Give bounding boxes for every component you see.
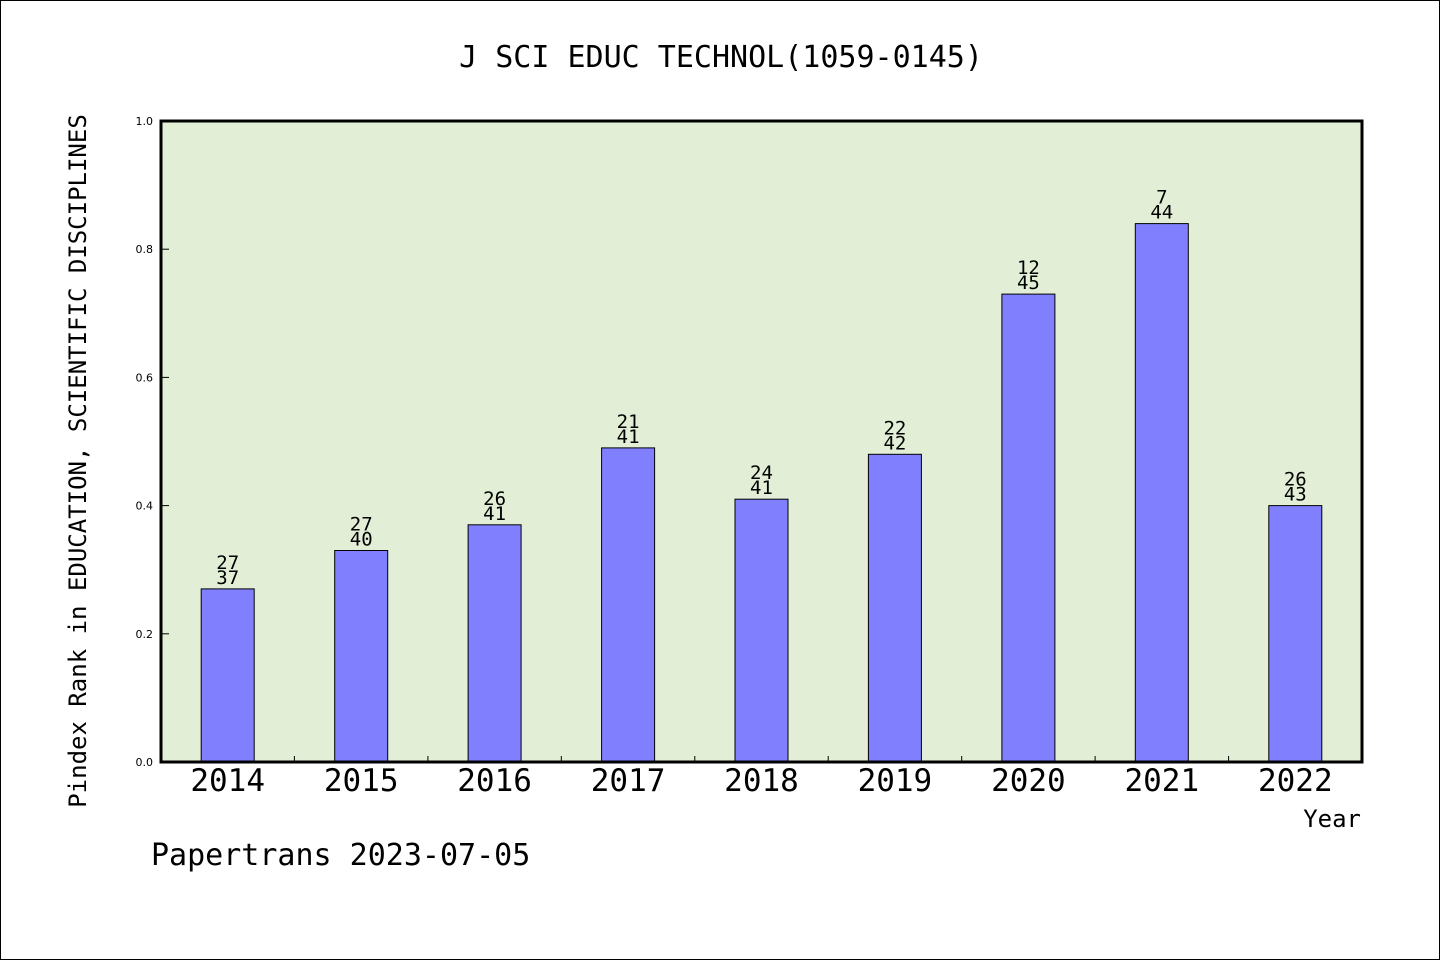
rank-label-2015: 27 [350,514,373,536]
x-tick-label-2015: 2015 [324,763,399,799]
total-label-2018: 41 [750,477,773,499]
total-label-2016: 41 [483,503,506,525]
rank-label-2020: 12 [1017,257,1040,279]
x-tick-label-2022: 2022 [1258,763,1333,799]
total-label-2020: 45 [1017,272,1040,294]
plot-border [159,119,1364,764]
x-axis-ticks: 2014 2015 2016 2017 2018 2019 2020 2021 2022 [190,756,1333,799]
total-label-2022: 43 [1284,484,1307,506]
y-tick-label: 0.6 [136,371,154,384]
rank-label-2014: 27 [216,552,239,574]
bar-2019 [867,453,922,763]
bar-2020 [1001,293,1056,763]
x-tick-label-2020: 2020 [991,763,1066,799]
chart-title: J SCI EDUC TECHNOL(1059-0145) [459,40,983,75]
x-axis-label: Year [1303,805,1361,833]
rank-label-2018: 24 [750,462,773,484]
rank-label-2021: 7 [1156,187,1167,209]
x-tick-label-2017: 2017 [591,763,666,799]
rank-label-2016: 26 [483,488,506,510]
total-label-2021: 44 [1150,202,1173,224]
total-label-2017: 41 [617,426,640,448]
bar-2016 [467,524,522,763]
bars-layer [200,223,1323,763]
x-tick-label-2019: 2019 [858,763,933,799]
rank-label-2019: 22 [883,417,906,439]
y-tick-label: 0.0 [136,756,154,769]
total-label-2015: 40 [350,529,373,551]
y-tick-label: 0.4 [136,500,154,513]
bar-2018 [734,498,789,763]
y-tick-label: 1.0 [136,115,154,128]
total-label-2019: 42 [883,432,906,454]
y-axis-label: Pindex Rank in EDUCATION, SCIENTIFIC DIS… [64,114,92,808]
bar-2017 [601,447,656,763]
bar-2022 [1268,505,1323,763]
bar-2021 [1134,223,1189,763]
x-tick-label-2021: 2021 [1124,763,1199,799]
rank-label-2017: 21 [617,411,640,433]
rank-label-2022: 26 [1284,469,1307,491]
y-tick-label: 0.8 [136,243,154,256]
total-label-2014: 37 [216,567,239,589]
bar-2015 [334,550,389,763]
x-tick-label-2014: 2014 [190,763,265,799]
bar-2014 [200,588,255,763]
x-tick-label-2018: 2018 [724,763,799,799]
y-tick-label: 0.2 [136,628,154,641]
x-tick-label-2016: 2016 [457,763,532,799]
y-axis-ticks: 0.0 0.2 0.4 0.6 0.8 1.0 [136,115,169,769]
footer-text: Papertrans 2023-07-05 [151,838,530,873]
